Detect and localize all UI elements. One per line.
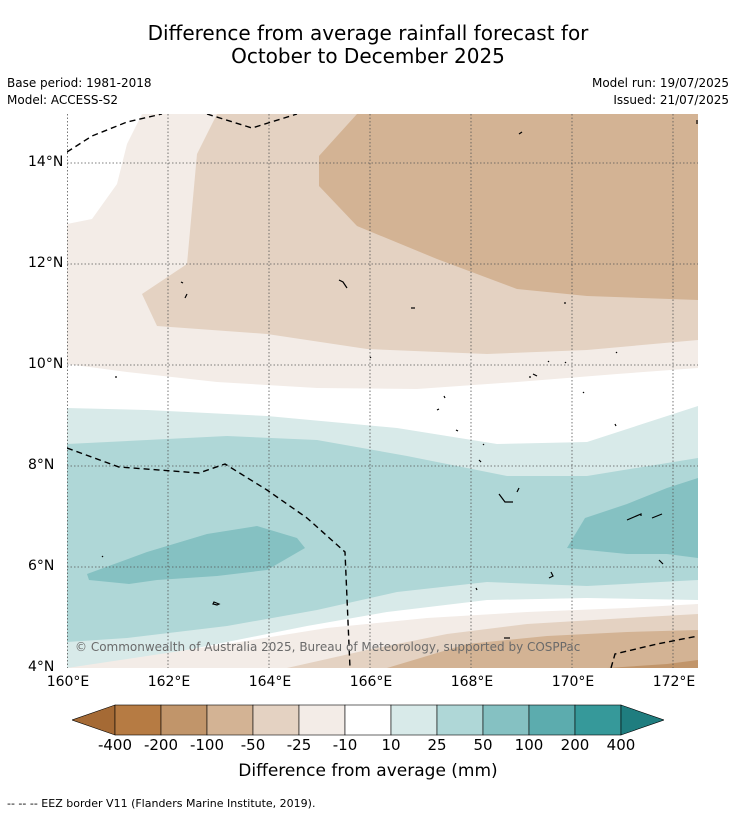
copyright-text: © Commonwealth of Australia 2025, Bureau… — [75, 640, 581, 654]
colorbar-label: -10 — [332, 736, 358, 754]
colorbar-cell — [528, 704, 576, 736]
issued-date: Issued: 21/07/2025 — [613, 93, 729, 107]
colorbar-label: 50 — [473, 736, 493, 754]
band-south-minus-50 — [387, 630, 698, 668]
colorbar-label: 10 — [381, 736, 401, 754]
colorbar-cell — [344, 704, 392, 736]
eez-border — [67, 114, 698, 668]
model-run: Model run: 19/07/2025 — [591, 76, 729, 90]
lat-label-12n: 12°N — [28, 255, 64, 271]
colorbar-cell — [482, 704, 530, 736]
lon-label-164e: 164°E — [248, 674, 292, 690]
lat-label-14n: 14°N — [28, 154, 64, 170]
colorbar — [72, 704, 664, 736]
title-line-2: October to December 2025 — [231, 44, 505, 68]
lon-label-162e: 162°E — [147, 674, 191, 690]
lon-label-170e: 170°E — [551, 674, 595, 690]
map-plot: © Commonwealth of Australia 2025, Bureau… — [67, 114, 698, 668]
meta-left: Base period: 1981-2018 Model: ACCESS-S2 — [7, 75, 152, 109]
model-name: Model: ACCESS-S2 — [7, 93, 119, 107]
colorbar-label: -25 — [286, 736, 312, 754]
colorbar-label: -400 — [97, 736, 133, 754]
colorbar-label: 200 — [560, 736, 590, 754]
lat-label-8n: 8°N — [28, 457, 55, 473]
lon-label-166e: 166°E — [349, 674, 393, 690]
colorbar-cell — [206, 704, 254, 736]
band-plus-25 — [67, 436, 698, 642]
colorbar-cell — [574, 704, 622, 736]
colorbar-extend-low — [72, 704, 116, 736]
colorbar-label: -100 — [189, 736, 225, 754]
lat-label-10n: 10°N — [28, 356, 64, 372]
colorbar-title: Difference from average (mm) — [238, 761, 498, 781]
colorbar-extend-high — [620, 704, 664, 736]
lat-label-4n: 4°N — [28, 659, 55, 675]
colorbar-label: 100 — [514, 736, 544, 754]
islands — [101, 120, 698, 639]
map-title: Difference from average rainfall forecas… — [0, 22, 736, 68]
lon-label-172e: 172°E — [652, 674, 696, 690]
colorbar-label: -50 — [240, 736, 266, 754]
colorbar-cell — [114, 704, 162, 736]
colorbar-label: 25 — [427, 736, 447, 754]
rainfall-map — [67, 114, 698, 668]
colorbar-cell — [298, 704, 346, 736]
meta-right: Model run: 19/07/2025 Issued: 21/07/2025 — [592, 75, 729, 109]
white-patch-top-left — [67, 114, 142, 224]
lon-label-160e: 160°E — [46, 674, 90, 690]
lat-label-6n: 6°N — [28, 558, 55, 574]
colorbar-cell — [436, 704, 484, 736]
band-minus-50 — [319, 114, 698, 300]
eez-footnote: -- -- -- EEZ border V11 (Flanders Marine… — [7, 797, 316, 810]
band-plus-50-west — [87, 526, 305, 584]
band-south-minus-100 — [607, 660, 698, 668]
colorbar-label: -200 — [143, 736, 179, 754]
colorbar-cell — [252, 704, 300, 736]
colorbar-label: 400 — [606, 736, 636, 754]
colorbar-cell — [390, 704, 438, 736]
colorbar-cell — [160, 704, 208, 736]
title-line-1: Difference from average rainfall forecas… — [147, 21, 589, 45]
lon-label-168e: 168°E — [450, 674, 494, 690]
base-period: Base period: 1981-2018 — [7, 76, 152, 90]
gridlines — [67, 114, 698, 668]
